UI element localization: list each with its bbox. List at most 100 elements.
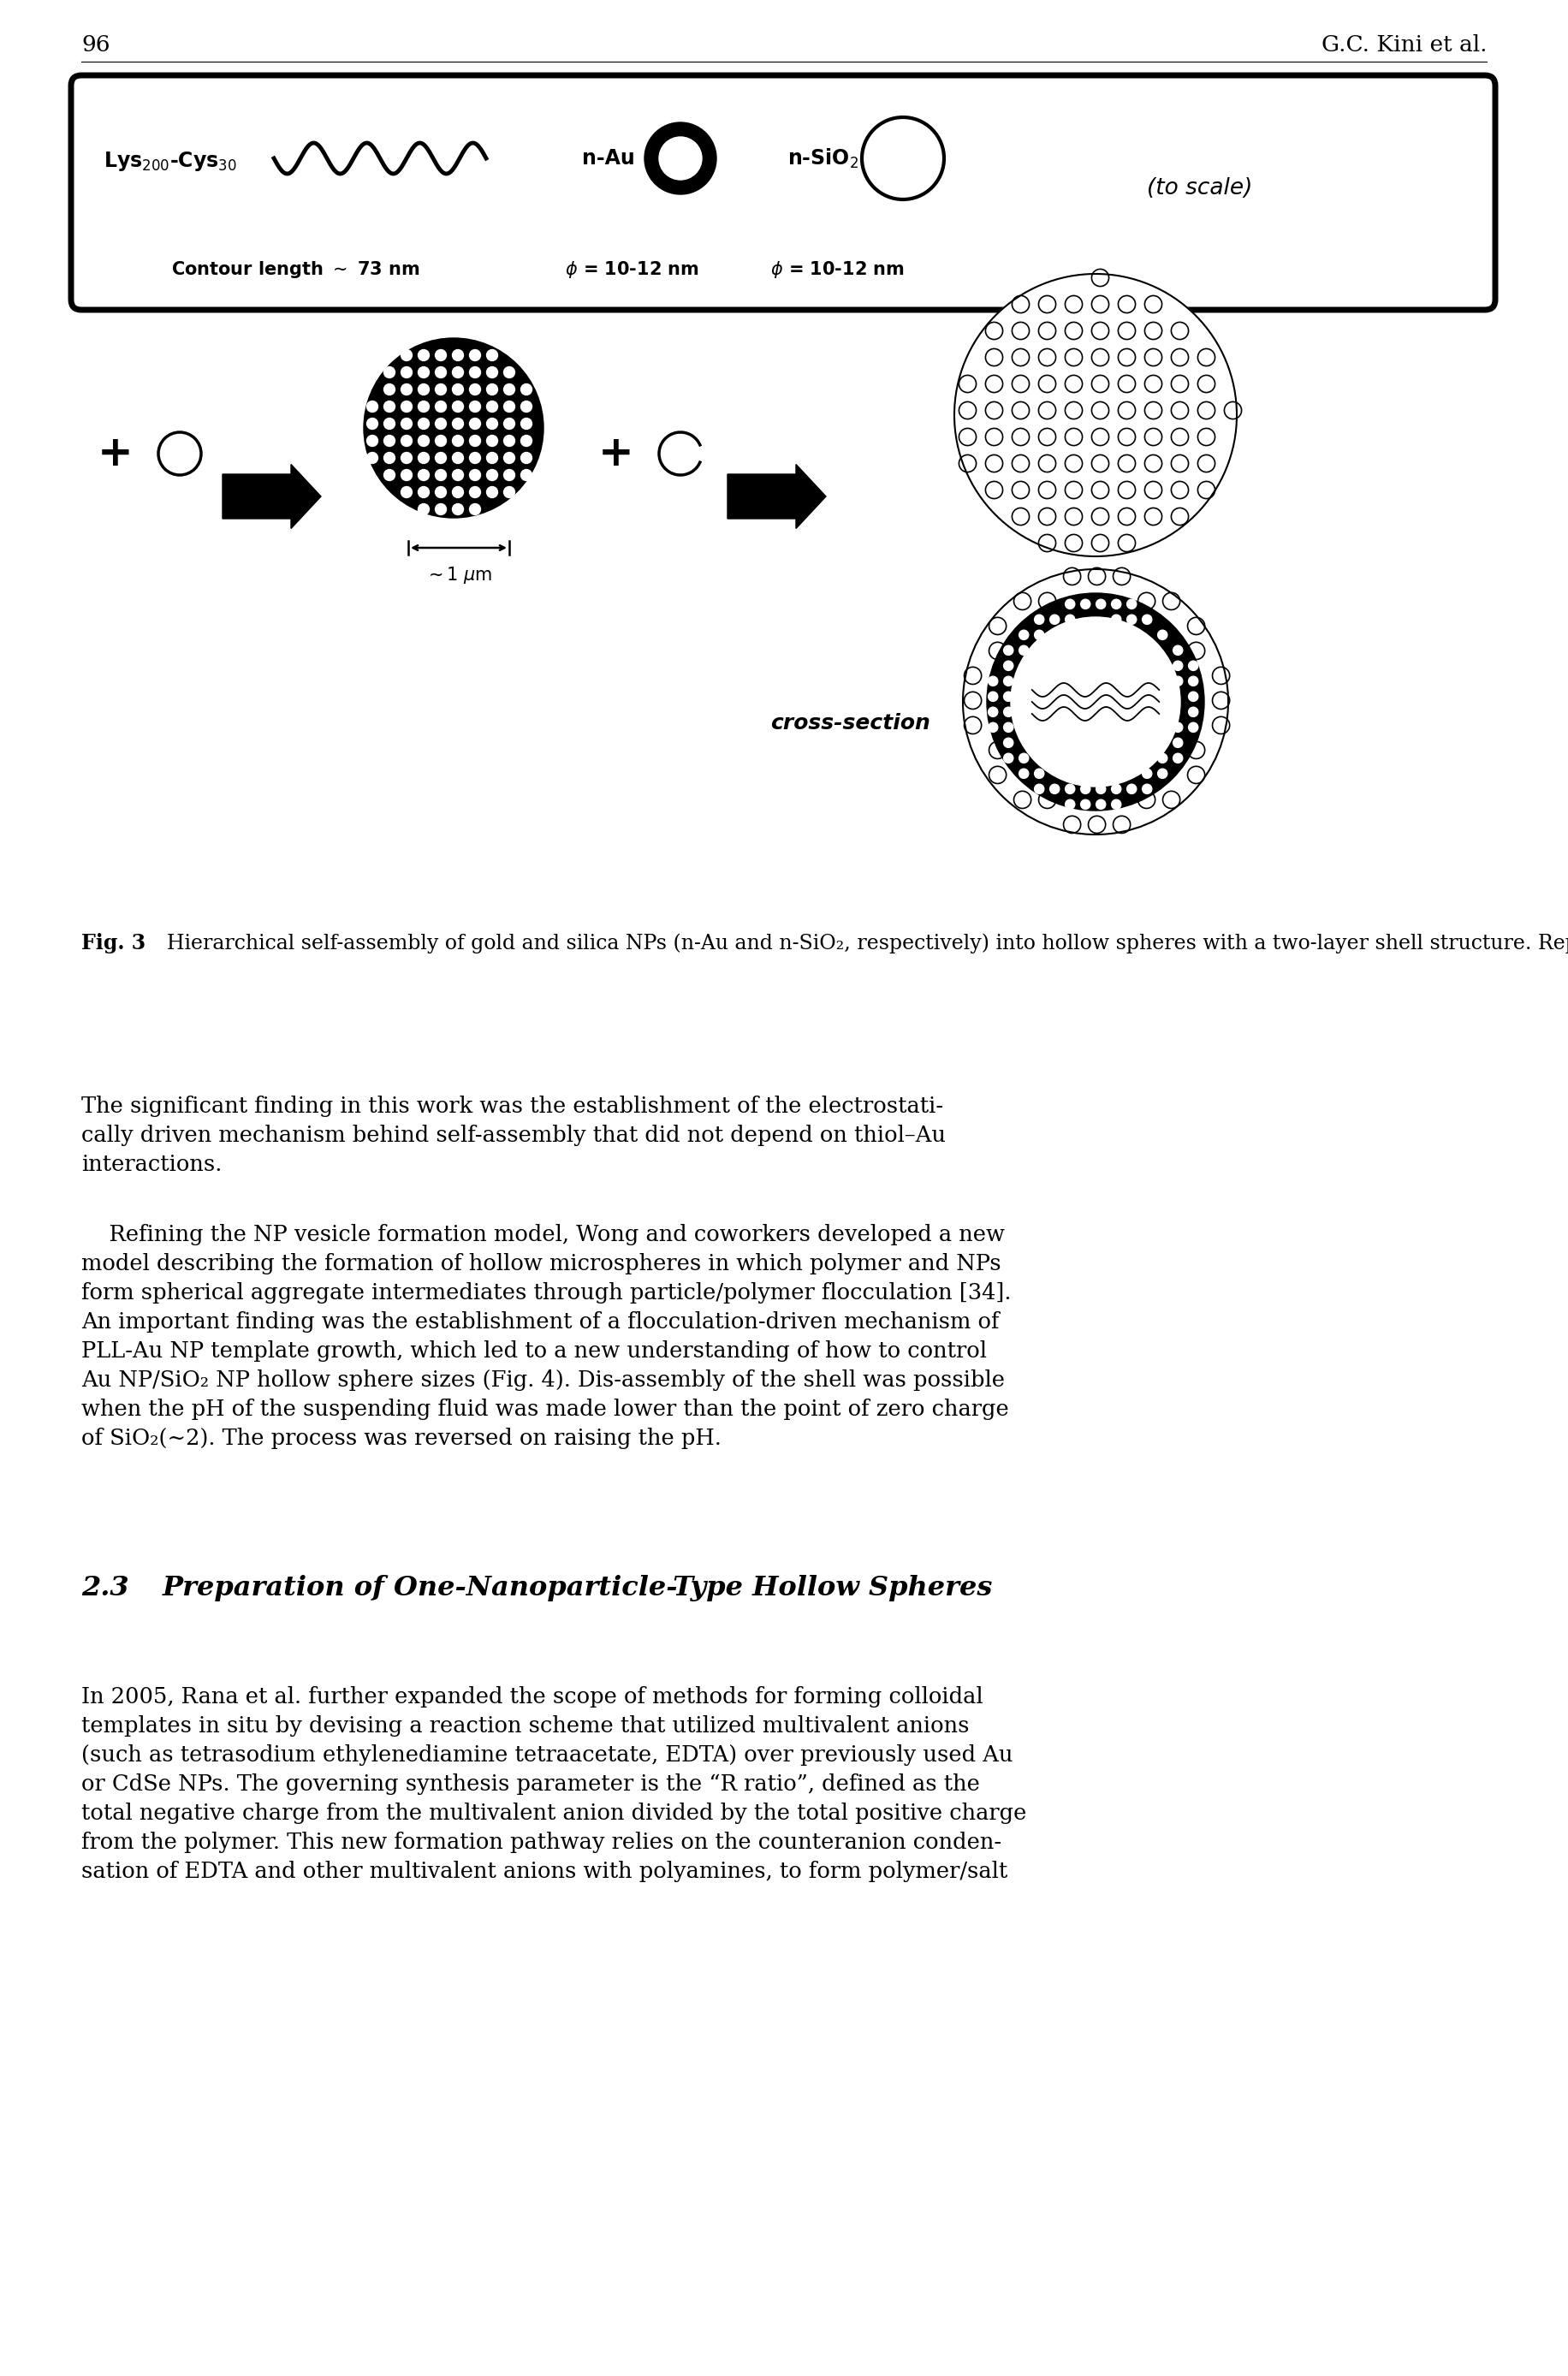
- Circle shape: [503, 418, 514, 430]
- Text: from the polymer. This new formation pathway relies on the counteranion conden-: from the polymer. This new formation pat…: [82, 1832, 1002, 1853]
- Circle shape: [469, 451, 480, 463]
- Circle shape: [503, 470, 514, 480]
- Circle shape: [521, 470, 532, 480]
- Circle shape: [1173, 677, 1182, 687]
- Circle shape: [469, 349, 480, 361]
- Circle shape: [1173, 722, 1182, 732]
- Circle shape: [503, 366, 514, 378]
- Circle shape: [419, 349, 430, 361]
- Circle shape: [401, 385, 412, 394]
- Circle shape: [469, 366, 480, 378]
- Text: Hierarchical self-assembly of gold and silica NPs (n-Au and n-SiO₂, respectively: Hierarchical self-assembly of gold and s…: [166, 934, 1568, 953]
- Circle shape: [436, 504, 447, 516]
- Circle shape: [988, 691, 997, 701]
- Text: sation of EDTA and other multivalent anions with polyamines, to form polymer/sal: sation of EDTA and other multivalent ani…: [82, 1860, 1008, 1882]
- Circle shape: [1004, 722, 1013, 732]
- Circle shape: [384, 402, 395, 411]
- Circle shape: [436, 470, 447, 480]
- FancyArrow shape: [223, 463, 321, 527]
- Circle shape: [367, 418, 378, 430]
- Circle shape: [1065, 615, 1074, 625]
- Circle shape: [486, 366, 497, 378]
- Text: when the pH of the suspending fluid was made lower than the point of zero charge: when the pH of the suspending fluid was …: [82, 1399, 1008, 1421]
- Text: templates in situ by devising a reaction scheme that utilized multivalent anions: templates in situ by devising a reaction…: [82, 1715, 969, 1737]
- Circle shape: [469, 504, 480, 516]
- Circle shape: [1112, 599, 1121, 608]
- Text: (such as tetrasodium ethylenediamine tetraacetate, EDTA) over previously used Au: (such as tetrasodium ethylenediamine tet…: [82, 1744, 1013, 1765]
- Text: n-SiO$_2$: n-SiO$_2$: [787, 147, 858, 171]
- Circle shape: [1035, 630, 1044, 639]
- Circle shape: [1189, 691, 1198, 701]
- Circle shape: [436, 366, 447, 378]
- FancyBboxPatch shape: [71, 76, 1496, 309]
- Text: $\phi$ = 10-12 nm: $\phi$ = 10-12 nm: [564, 259, 699, 280]
- Circle shape: [436, 487, 447, 497]
- Circle shape: [469, 435, 480, 447]
- Circle shape: [419, 385, 430, 394]
- Circle shape: [1080, 801, 1090, 810]
- Circle shape: [988, 708, 997, 718]
- Text: of SiO₂(∼2). The process was reversed on raising the pH.: of SiO₂(∼2). The process was reversed on…: [82, 1428, 721, 1449]
- Circle shape: [1080, 784, 1090, 794]
- Circle shape: [1173, 661, 1182, 670]
- Circle shape: [401, 366, 412, 378]
- Text: total negative charge from the multivalent anion divided by the total positive c: total negative charge from the multivale…: [82, 1803, 1027, 1825]
- Circle shape: [452, 470, 464, 480]
- Circle shape: [1019, 770, 1029, 779]
- Circle shape: [364, 337, 544, 518]
- Circle shape: [1142, 784, 1152, 794]
- Circle shape: [1065, 599, 1074, 608]
- Circle shape: [963, 570, 1228, 834]
- Circle shape: [1011, 618, 1181, 786]
- Circle shape: [1065, 801, 1074, 810]
- Circle shape: [1096, 784, 1105, 794]
- Circle shape: [436, 402, 447, 411]
- Circle shape: [419, 451, 430, 463]
- Circle shape: [384, 451, 395, 463]
- FancyArrow shape: [728, 463, 826, 527]
- Circle shape: [1142, 770, 1152, 779]
- Circle shape: [452, 349, 464, 361]
- Circle shape: [436, 435, 447, 447]
- Circle shape: [1019, 646, 1029, 656]
- Circle shape: [419, 418, 430, 430]
- Circle shape: [521, 418, 532, 430]
- Circle shape: [1035, 615, 1044, 625]
- Circle shape: [436, 349, 447, 361]
- Circle shape: [486, 349, 497, 361]
- Text: cross-section: cross-section: [770, 713, 930, 734]
- Circle shape: [1189, 677, 1198, 687]
- Text: $\sim$1 $\mu$m: $\sim$1 $\mu$m: [425, 565, 492, 584]
- Circle shape: [384, 385, 395, 394]
- Circle shape: [1035, 770, 1044, 779]
- Circle shape: [384, 366, 395, 378]
- Circle shape: [401, 418, 412, 430]
- Circle shape: [1051, 615, 1060, 625]
- Circle shape: [452, 451, 464, 463]
- Circle shape: [955, 273, 1237, 556]
- Text: interactions.: interactions.: [82, 1155, 223, 1176]
- Circle shape: [384, 435, 395, 447]
- Text: Preparation of One-Nanoparticle-Type Hollow Spheres: Preparation of One-Nanoparticle-Type Hol…: [163, 1575, 993, 1601]
- Circle shape: [1173, 739, 1182, 748]
- Circle shape: [452, 504, 464, 516]
- Text: G.C. Kini et al.: G.C. Kini et al.: [1322, 33, 1486, 55]
- Text: Au NP/SiO₂ NP hollow sphere sizes (Fig. 4). Dis-assembly of the shell was possib: Au NP/SiO₂ NP hollow sphere sizes (Fig. …: [82, 1369, 1005, 1390]
- Circle shape: [521, 451, 532, 463]
- Text: An important finding was the establishment of a flocculation-driven mechanism of: An important finding was the establishme…: [82, 1312, 999, 1333]
- Circle shape: [469, 418, 480, 430]
- Circle shape: [452, 418, 464, 430]
- Circle shape: [419, 487, 430, 497]
- Circle shape: [1157, 753, 1167, 763]
- Circle shape: [486, 385, 497, 394]
- Circle shape: [486, 487, 497, 497]
- Text: form spherical aggregate intermediates through particle/polymer flocculation [34: form spherical aggregate intermediates t…: [82, 1283, 1011, 1304]
- Circle shape: [401, 349, 412, 361]
- Text: $\phi$ = 10-12 nm: $\phi$ = 10-12 nm: [770, 259, 905, 280]
- Circle shape: [1035, 784, 1044, 794]
- Circle shape: [521, 402, 532, 411]
- Text: Fig. 3: Fig. 3: [82, 934, 146, 953]
- Text: The significant finding in this work was the establishment of the electrostati-: The significant finding in this work was…: [82, 1095, 944, 1117]
- Text: cally driven mechanism behind self-assembly that did not depend on thiol–Au: cally driven mechanism behind self-assem…: [82, 1124, 946, 1145]
- Circle shape: [1096, 801, 1105, 810]
